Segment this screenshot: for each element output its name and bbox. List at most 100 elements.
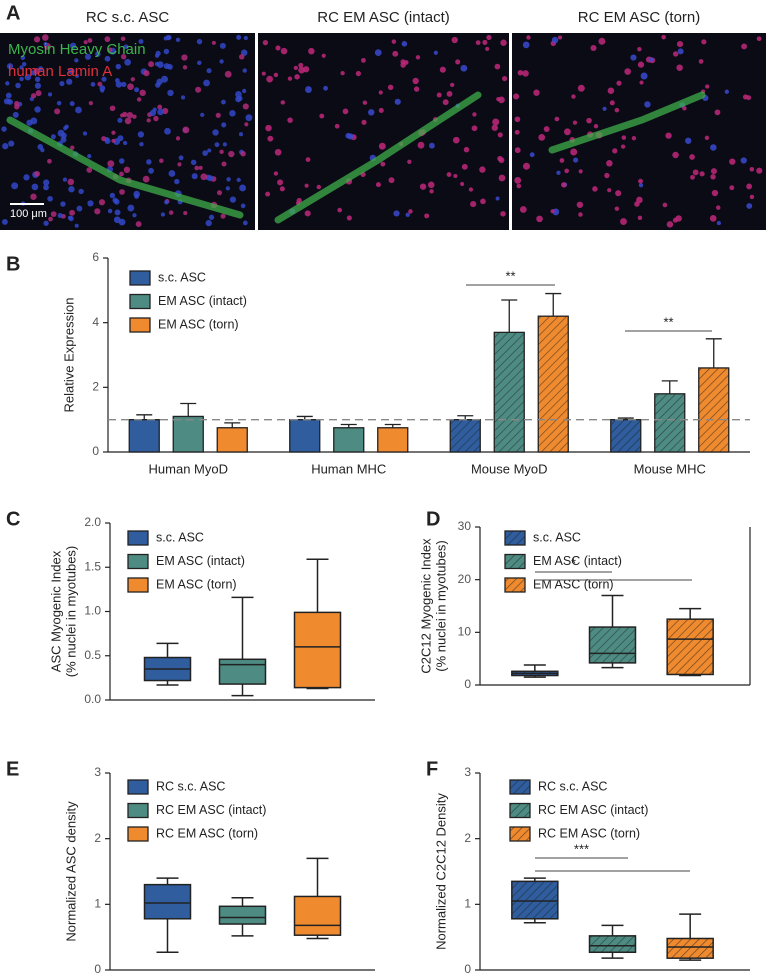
legend-swatch [504, 577, 526, 593]
legend-label: RC EM ASC (intact) [538, 803, 648, 817]
legend-label: RC EM ASC (torn) [156, 826, 258, 840]
y-tick-label: 1.0 [84, 604, 101, 618]
panel-letter: E [6, 758, 19, 780]
legend-label: s.c. ASC [156, 530, 204, 544]
box [218, 658, 267, 685]
legend-swatch [509, 779, 531, 795]
significance-label: *** [574, 841, 589, 856]
box [511, 880, 559, 920]
bar [610, 419, 642, 453]
box [588, 626, 637, 664]
legend-swatch [127, 779, 149, 795]
micrograph [258, 33, 509, 230]
legend-swatch [504, 530, 526, 546]
box [666, 618, 714, 676]
box [293, 611, 342, 689]
scale-bar-label: 100 μm [10, 208, 47, 220]
y-axis-label: ASC Myogenic Index [48, 550, 63, 672]
significance-label: ** [505, 268, 515, 283]
y-tick-label: 0 [464, 962, 471, 976]
box [666, 937, 714, 959]
legend-swatch [127, 802, 149, 819]
x-tick-label: Human MyoD [149, 461, 228, 476]
legend-swatch [127, 577, 149, 593]
legend-swatch [129, 293, 151, 310]
bar [128, 419, 160, 453]
image-title: RC EM ASC (intact) [317, 9, 450, 26]
y-axis-label: Normalized ASC density [63, 801, 78, 942]
bar [216, 427, 248, 453]
legend-label: EM ASC (torn) [158, 317, 239, 331]
legend-swatch [127, 553, 149, 570]
x-tick-label: Mouse MyoD [471, 461, 548, 476]
y-tick-label: 0.0 [84, 692, 101, 706]
y-axis-label: Relative Expression [61, 298, 76, 413]
y-tick-label: 0 [92, 444, 99, 458]
legend-label: RC EM ASC (intact) [156, 803, 266, 817]
y-tick-label: 0.5 [84, 648, 101, 662]
legend-label: s.c. ASC [158, 270, 206, 284]
panel-letter: D [426, 508, 440, 530]
legend-label: RC s.c. ASC [538, 779, 607, 793]
bar [654, 393, 686, 453]
y-tick-label: 20 [458, 572, 472, 586]
y-tick-label: 4 [92, 315, 99, 329]
significance-label: * [571, 555, 576, 570]
significance-label: ** [663, 314, 673, 329]
y-tick-label: 3 [464, 765, 471, 779]
y-tick-label: 2 [464, 831, 471, 845]
y-axis-label: (% nuclei in myotubes) [433, 540, 448, 672]
legend-label: EM ASC (intact) [158, 294, 247, 308]
y-tick-label: 30 [458, 519, 472, 533]
y-tick-label: 1.5 [84, 559, 101, 573]
y-tick-label: 1 [94, 897, 101, 911]
box [293, 895, 342, 936]
panel-letter: C [6, 508, 20, 530]
legend-swatch [129, 270, 151, 286]
box [218, 905, 267, 925]
bar [449, 419, 481, 453]
box [143, 883, 192, 920]
y-tick-label: 1 [464, 897, 471, 911]
legend-label: EM ASC (torn) [533, 577, 614, 591]
legend-swatch [509, 802, 531, 819]
bar [537, 315, 569, 453]
image-title: RC EM ASC (torn) [578, 9, 701, 26]
y-axis-label: (% nuclei in myotubes) [63, 546, 78, 678]
bar [172, 415, 204, 453]
x-tick-label: Mouse MHC [634, 461, 706, 476]
y-tick-label: 2 [94, 831, 101, 845]
bar [289, 419, 321, 453]
x-tick-label: Human MHC [311, 461, 386, 476]
legend-label: EM ASC (torn) [156, 577, 237, 591]
y-tick-label: 2 [92, 380, 99, 394]
legend-label: s.c. ASC [533, 530, 581, 544]
legend-swatch [127, 530, 149, 546]
bar [493, 331, 525, 453]
legend-label: EM ASC (intact) [533, 554, 622, 568]
y-tick-label: 0 [464, 677, 471, 691]
legend-swatch [504, 553, 526, 570]
panel-letter: B [6, 253, 20, 275]
y-tick-label: 10 [458, 625, 472, 639]
y-axis-label: C2C12 Myogenic Index [418, 538, 433, 674]
legend-label: RC s.c. ASC [156, 779, 225, 793]
y-tick-label: 2.0 [84, 515, 101, 529]
y-tick-label: 0 [94, 962, 101, 976]
micrograph [0, 33, 255, 230]
stain-label: human Lamin A [8, 63, 112, 80]
stain-label: Myosin Heavy Chain [8, 41, 146, 58]
legend-label: EM ASC (intact) [156, 554, 245, 568]
legend-swatch [129, 317, 151, 333]
legend-swatch [127, 826, 149, 842]
image-title: RC s.c. ASC [86, 9, 170, 26]
bar [377, 427, 409, 453]
panel-letter: A [6, 2, 20, 24]
y-axis-label: Normalized C2C12 Density [433, 793, 448, 950]
bar [698, 367, 730, 453]
bar [333, 427, 365, 453]
y-tick-label: 3 [94, 765, 101, 779]
legend-label: RC EM ASC (torn) [538, 826, 640, 840]
legend-swatch [509, 826, 531, 842]
